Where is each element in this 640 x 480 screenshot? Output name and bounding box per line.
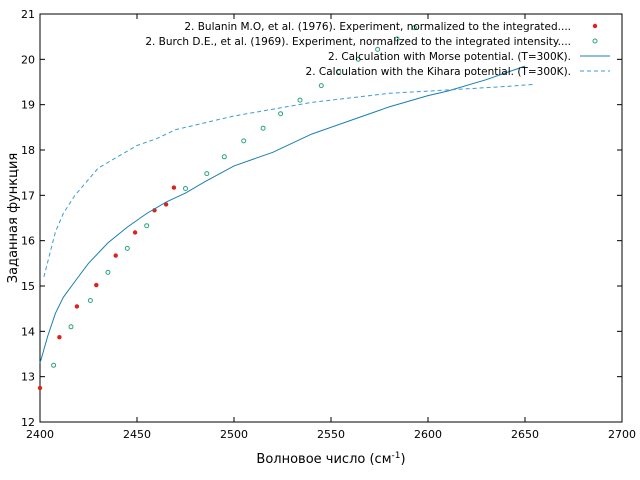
data-point (87, 298, 93, 303)
legend-label: 2. Bulanin M.O, et al. (1976). Experimen… (184, 21, 571, 33)
y-tick-label: 18 (21, 144, 35, 157)
data-point (57, 335, 62, 340)
series-3 (39, 65, 526, 364)
data-point (297, 97, 303, 103)
series-line (43, 83, 535, 278)
x-tick-label: 2700 (608, 428, 636, 441)
y-tick-label: 20 (21, 53, 35, 66)
data-point (171, 185, 177, 190)
y-tick-label: 17 (21, 189, 35, 202)
data-point (375, 46, 381, 52)
y-tick-label: 21 (21, 8, 35, 21)
data-point (394, 36, 400, 42)
y-tick-label: 15 (21, 280, 35, 293)
legend-sample-marker (592, 23, 598, 29)
y-tick-label: 16 (21, 235, 35, 248)
data-point (51, 362, 57, 368)
data-point (74, 304, 80, 309)
legend: 2. Bulanin M.O, et al. (1976). Experimen… (145, 21, 610, 78)
data-point (37, 385, 43, 391)
legend-label: 2. Calculation with the Kihara potential… (306, 66, 571, 78)
series-4 (43, 83, 535, 278)
series-1 (37, 185, 177, 391)
legend-label: 2. Burch D.E., et al. (1969). Experiment… (145, 36, 571, 48)
x-tick-label: 2550 (317, 428, 345, 441)
legend-label: 2. Calculation with Morse potential. (T=… (328, 51, 571, 63)
series-layer (37, 25, 535, 391)
data-point (183, 186, 188, 191)
legend-sample-marker (592, 38, 598, 44)
data-point (260, 125, 266, 131)
data-point (124, 245, 130, 251)
x-tick-label: 2650 (511, 428, 539, 441)
series-line (39, 65, 526, 364)
data-point (113, 253, 118, 258)
data-point (241, 138, 247, 144)
axis-ticks: 2400 2450 2500 2550 2600 2650 2700 12 13 14 15 16 17… (21, 8, 636, 441)
x-axis-title-tail: ) (400, 452, 405, 467)
x-tick-label: 2400 (26, 428, 54, 441)
data-point (411, 25, 417, 31)
y-tick-label: 12 (21, 416, 35, 429)
x-tick-label: 2600 (414, 428, 442, 441)
y-tick-label: 13 (21, 371, 35, 384)
data-point (204, 171, 210, 177)
data-point (355, 56, 361, 62)
data-point (336, 69, 342, 75)
x-axis-title: Волновое число (см-1) (256, 451, 405, 467)
data-point (144, 223, 150, 229)
x-tick-label: 2450 (123, 428, 151, 441)
data-point (318, 83, 324, 89)
data-point (105, 269, 111, 275)
data-point (94, 282, 99, 288)
y-tick-label: 19 (21, 99, 35, 112)
data-point (68, 324, 74, 330)
series-2 (51, 25, 417, 368)
y-tick-label: 14 (21, 325, 35, 338)
x-axis-title-superscript: -1 (392, 451, 401, 461)
data-point (221, 154, 227, 160)
data-point (132, 230, 138, 235)
data-point (278, 111, 284, 117)
x-tick-label: 2500 (220, 428, 248, 441)
y-axis-title: Заданная функция (6, 153, 21, 283)
